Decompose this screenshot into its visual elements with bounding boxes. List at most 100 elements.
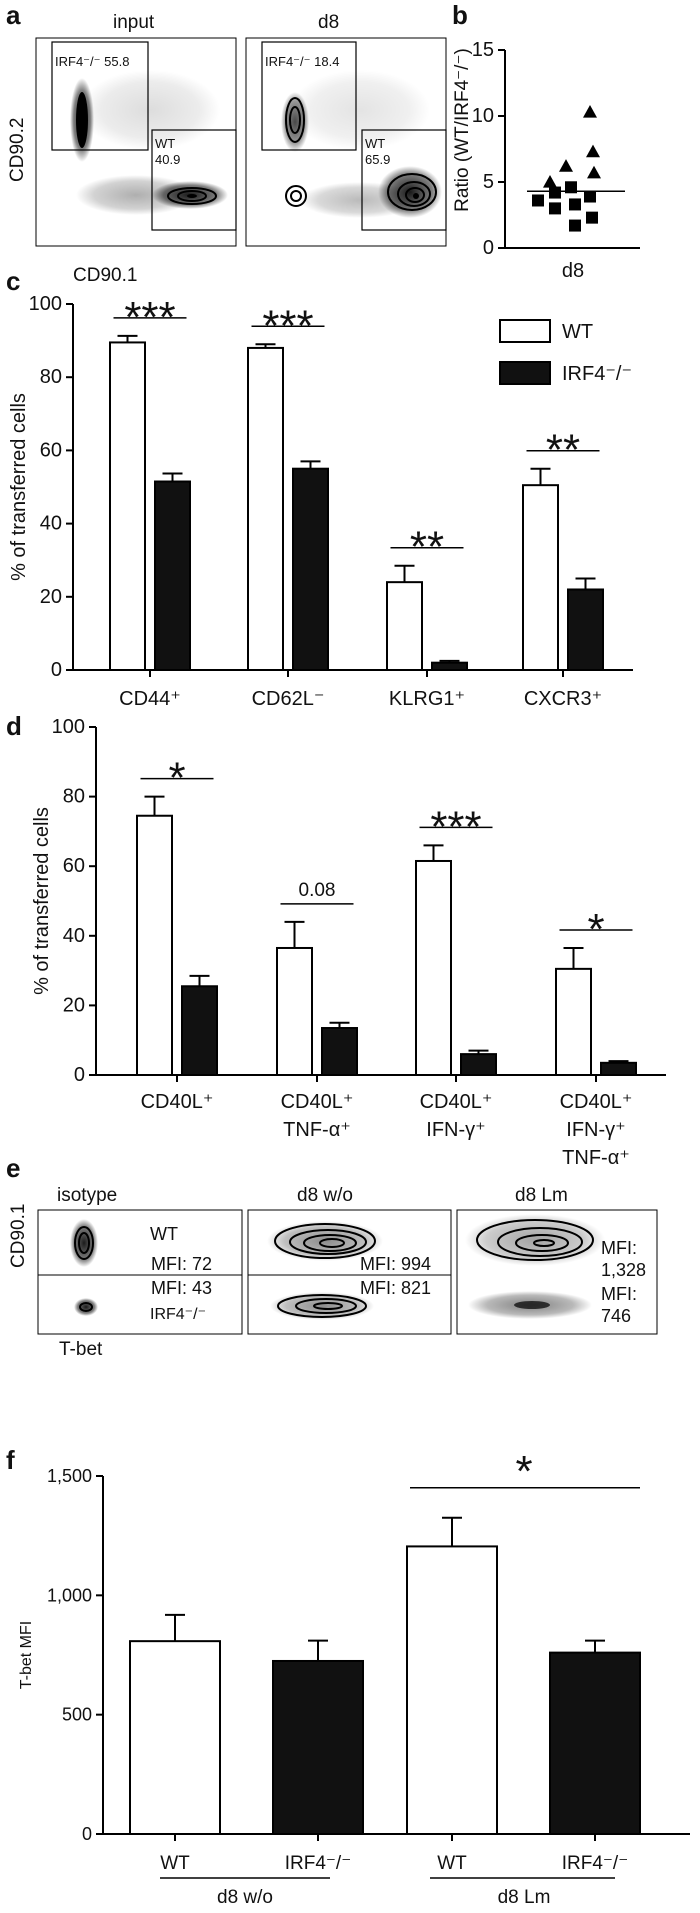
panel-a-d8-gate-irf4-label: IRF4⁻/⁻ 18.4 [265,54,339,69]
panel-c-significance-label: ** [410,523,444,572]
panel-d-x-tick-label: IFN-γ⁺ [566,1119,625,1141]
panel-c-legend-swatch-wt [499,319,551,343]
panel-label-a: a [6,0,21,30]
panel-b-square-point [565,181,577,194]
panel-d-bar-irf4 [181,985,218,1077]
panel-e-title-d8-wo: d8 w/o [297,1185,353,1206]
panel-a-input-gate-wt-label: WT [155,136,175,151]
panel-a-title-input: input [113,12,155,33]
panel-d-x-tick-label: CD40L⁺ [420,1091,493,1113]
panel-d-y-tick-label: 80 [63,786,85,808]
panel-b-square-point [586,211,598,224]
panel-b-square-point [569,198,581,211]
panel-a-ylabel: CD90.2 [7,118,28,182]
panel-label-b: b [452,0,468,30]
panel-c-legend-label-wt: WT [562,321,593,343]
panel-f-bar [272,1659,364,1836]
panel-d-y-tick-label: 40 [63,925,85,947]
panel-f-bar [129,1640,221,1836]
panel-c-x-tick-label: CD44⁺ [119,688,181,710]
panel-e-d8-wo-top-mfi: MFI: 994 [360,1254,431,1274]
panel-a-xlabel: CD90.1 [73,265,137,286]
panel-f-y-label: T-bet MFI [18,1621,35,1689]
panel-f-group-label: d8 Lm [498,1887,551,1908]
panel-c-significance-label: ** [546,426,580,475]
panel-a-d8-gate-irf4 [261,41,357,151]
panel-a-d8-gate-wt [361,129,447,231]
panel-b-square-point [569,219,581,232]
panel-c-bar-irf4 [292,467,329,672]
panel-e-d8-lm-bottom-mfi-value: 746 [601,1306,631,1326]
panel-e-d8-lm-events [465,1214,605,1319]
panel-c-y-tick-label: 60 [40,439,62,461]
panel-d-y-tick-label: 100 [52,716,85,738]
panel-e-d8-lm-top-mfi-label: MFI: [601,1238,637,1258]
panel-a-d8-gate-wt-label: WT [365,136,385,151]
panel-b-ratio-scatter: 0 5 10 15 d8 Ratio (WT/IRF4⁻/⁻) [452,39,640,282]
panel-c-bar-chart: 0 20 40 60 80 100 % of transferred cells *** CD4… [8,293,633,710]
panel-e-isotype-events [70,1219,98,1316]
panel-c-y-tick-label: 80 [40,366,62,388]
panel-c-y-tick-label: 100 [29,293,62,315]
panel-d-significance-label: *** [430,802,481,851]
panel-e-d8-lm-bottom-mfi-label: MFI: [601,1284,637,1304]
panel-e-isotype-wt: WT [150,1224,178,1244]
panel-f-x-tick-label: IRF4⁻/⁻ [285,1853,352,1874]
panel-e-d8-wo-bottom-mfi: MFI: 821 [360,1278,431,1298]
panel-f-x-tick-label: WT [437,1853,467,1874]
panel-e-xlabel: T-bet [59,1339,103,1360]
panel-d-bar-wt [276,946,313,1076]
panel-f-significance-label: * [515,1447,532,1496]
panel-f-y-tick-label: 1,500 [47,1466,92,1486]
panel-b-y-tick-label: 5 [483,171,494,193]
panel-a-input-gate-irf4 [51,41,149,151]
panel-d-x-tick-label: CD40L⁺ [281,1091,354,1113]
panel-c-bar-irf4 [567,588,604,671]
panel-b-triangle-point [587,165,601,179]
panel-d-bar-irf4 [321,1027,358,1077]
panel-b-y-tick-label: 15 [472,39,494,61]
panel-d-bar-wt [136,814,173,1076]
panel-e-flow-plots: CD90.1 T-bet isotype d8 w/o d8 Lm WT MFI… [8,1185,658,1360]
panel-b-y-tick-label: 0 [483,237,494,259]
panel-a-d8-gate-wt-value: 65.9 [365,152,390,167]
panel-c-bar-wt [522,484,559,672]
panel-f-y-tick-label: 0 [82,1824,92,1844]
panel-d-y-tick-label: 60 [63,855,85,877]
panel-d-bar-irf4 [460,1053,497,1076]
panel-d-x-tick-label: TNF-α⁺ [283,1119,351,1141]
panel-d-significance-label: 0.08 [299,880,336,901]
panel-c-y-tick-label: 40 [40,513,62,535]
panel-label-e: e [6,1153,20,1183]
panel-f-y-tick-label: 1,000 [47,1585,92,1605]
panel-d-y-tick-label: 20 [63,994,85,1016]
panel-a-input-gate-wt-value: 40.9 [155,152,180,167]
panel-b-triangle-point [583,105,597,118]
panel-d-x-tick-label: TNF-α⁺ [562,1147,630,1169]
panel-c-significance-label: *** [262,301,313,350]
panel-c-y-label: % of transferred cells [8,393,30,581]
panel-f-y-tick-label: 500 [62,1705,92,1725]
panel-b-triangle-point [586,144,600,158]
panel-c-x-tick-label: CD62L⁻ [252,688,325,710]
panel-d-x-tick-label: CD40L⁺ [141,1091,214,1113]
panel-b-square-point [549,186,561,199]
panel-d-bar-wt [415,859,452,1076]
panel-b-square-point [584,190,596,203]
panel-f-bar-chart: 0 500 1,000 1,500 T-bet MFI WT IRF4⁻/⁻ WT IRF4⁻/… [18,1447,690,1908]
panel-c-bar-irf4 [154,480,191,672]
panel-c-significance-label: *** [124,293,175,342]
panel-label-c: c [6,266,20,296]
panel-e-d8-lm-top-mfi-value: 1,328 [601,1260,646,1280]
panel-f-bar [406,1545,498,1835]
panel-a-input-gate-irf4-label: IRF4⁻/⁻ 55.8 [55,54,129,69]
panel-c-legend-label-irf4: IRF4⁻/⁻ [562,363,632,385]
panel-b-triangle-point [543,175,557,188]
panel-a-flow-plots: CD90.2 CD90.1 input d8 IRF4⁻/⁻ 55.8 WT 4… [7,12,447,286]
panel-c-y-tick-label: 0 [51,659,62,681]
panel-e-d8-wo-events [267,1221,383,1320]
panel-c-x-tick-label: KLRG1⁺ [389,688,465,710]
panel-f-bar [549,1651,641,1835]
panel-d-y-label: % of transferred cells [31,807,53,995]
panel-e-isotype-irf4: IRF4⁻/⁻ [150,1306,206,1323]
